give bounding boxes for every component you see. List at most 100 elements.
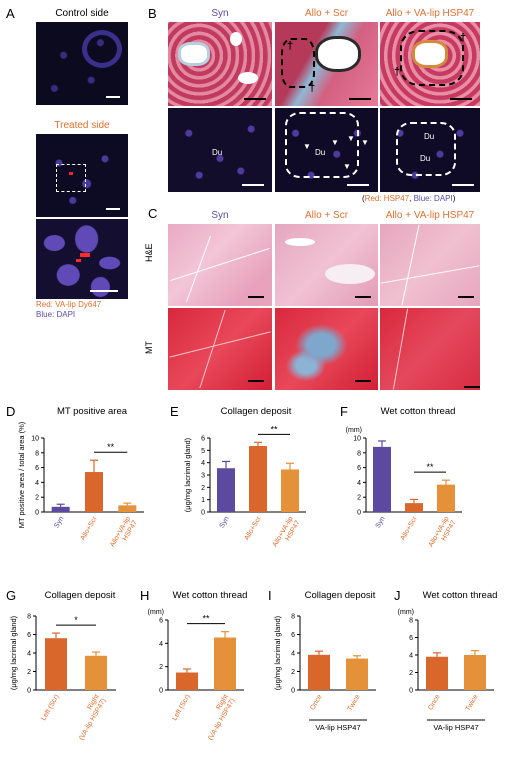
scale-bar xyxy=(248,380,264,382)
chart-title: Wet cotton thread xyxy=(423,590,498,601)
bar xyxy=(373,446,391,512)
panel-c-letter: C xyxy=(148,206,158,221)
chart-unit: (mm) xyxy=(398,609,414,616)
scale-bar xyxy=(349,98,371,100)
bar xyxy=(176,672,198,690)
x-tick-label: Allo+VA-lipHSP47 xyxy=(428,515,458,552)
y-tick-label: 10 xyxy=(353,436,361,443)
y-tick-label: 1 xyxy=(201,497,205,504)
y-tick-label: 6 xyxy=(35,465,39,472)
scale-bar xyxy=(355,296,371,298)
chart-title: Collagen deposit xyxy=(221,406,292,417)
legend-blue: Blue: DAPI xyxy=(413,194,453,203)
panel-c-syn-mt xyxy=(168,308,272,390)
bar xyxy=(214,637,236,690)
x-tick-label-line: Allo+Scr xyxy=(80,515,100,542)
y-tick-label: 6 xyxy=(201,436,205,443)
panel-c-va-mt xyxy=(380,308,480,390)
x-tick-label: Allo+VA-lipHSP47 xyxy=(109,515,139,552)
y-tick-label: 2 xyxy=(35,495,39,502)
x-tick-label-line: Left (Scr) xyxy=(171,694,191,722)
panel-a-legend-red: Red: VA-lip Dy647 xyxy=(36,300,102,309)
y-tick-label: 6 xyxy=(27,632,31,639)
y-tick-label: 0 xyxy=(357,510,361,517)
y-tick-label: 8 xyxy=(357,450,361,457)
scale-bar xyxy=(244,98,266,100)
y-tick-label: 5 xyxy=(201,448,205,455)
bar xyxy=(249,446,267,512)
bar xyxy=(85,472,103,512)
y-tick-label: 0 xyxy=(27,688,31,695)
x-tick-label: Twice xyxy=(347,693,362,712)
bar xyxy=(308,654,330,690)
panel-c-col-va: Allo + VA-lip HSP47 xyxy=(385,210,475,221)
y-tick-label: 0 xyxy=(291,688,295,695)
legend-sep: , xyxy=(409,194,414,203)
x-tick-label-line: Once xyxy=(427,693,441,711)
y-tick-label: 8 xyxy=(291,614,295,621)
panel-a-zoom-image xyxy=(36,219,128,299)
bar xyxy=(346,658,368,690)
y-tick-label: 0 xyxy=(409,688,413,695)
y-tick-label: 2 xyxy=(357,495,361,502)
x-tick-label: Syn xyxy=(219,515,231,529)
y-tick-label: 8 xyxy=(35,450,39,457)
y-axis-label: (μg/mg lacrimal gland) xyxy=(9,615,18,690)
x-tick-label: Right(VA-lip HSP47) xyxy=(200,693,236,741)
scale-bar xyxy=(464,386,480,388)
y-tick-label: 8 xyxy=(27,614,31,621)
zoom-box xyxy=(56,164,86,192)
panel-b-syn-tissue xyxy=(168,22,272,106)
panel-e-letter: E xyxy=(170,404,179,419)
panel-b-scr-fluor: Du ▼ ▼ ▼ ▼ ▼ xyxy=(275,108,378,192)
y-tick-label: 4 xyxy=(201,460,205,467)
x-tick-label-line: Allo+VA-lip xyxy=(428,515,451,548)
y-tick-label: 0 xyxy=(201,510,205,517)
panel-b-legend: (Red: HSP47, Blue: DAPI) xyxy=(362,194,455,203)
scale-bar xyxy=(106,208,120,210)
panel-a-control-title: Control side xyxy=(55,8,109,19)
panel-c-va-he xyxy=(380,224,480,306)
y-tick-label: 6 xyxy=(357,465,361,472)
bar xyxy=(464,655,486,690)
panel-a-treated-title: Treated side xyxy=(54,120,110,131)
panel-i-letter: I xyxy=(268,588,272,603)
x-tick-label-line: Allo+Scr xyxy=(244,515,264,542)
panel-c-col-scr: Allo + Scr xyxy=(304,210,349,221)
panel-c-scr-mt xyxy=(275,308,378,390)
y-tick-label: 2 xyxy=(409,670,413,677)
y-tick-label: 4 xyxy=(159,641,163,648)
panel-c-syn-he xyxy=(168,224,272,306)
x-tick-label-line: Syn xyxy=(219,515,231,529)
y-tick-label: 2 xyxy=(291,669,295,676)
significance-marker: ** xyxy=(202,614,210,624)
bar xyxy=(437,484,455,512)
scale-bar xyxy=(242,184,264,186)
x-tick-label: Allo+Scr xyxy=(244,515,264,542)
chart-unit: (mm) xyxy=(346,427,362,434)
x-tick-label: Right(VA-lip HSP47) xyxy=(71,693,107,741)
panel-d-letter: D xyxy=(6,404,16,419)
panel-b-col-va: Allo + VA-lip HSP47 xyxy=(385,8,475,19)
panel-c-scr-he xyxy=(275,224,378,306)
y-tick-label: 2 xyxy=(159,664,163,671)
significance-marker: ** xyxy=(107,442,115,452)
panel-b-va-tissue: † † xyxy=(380,22,480,106)
x-tick-label: Once xyxy=(309,693,323,711)
x-tick-label: Left (Scr) xyxy=(171,694,191,722)
y-tick-label: 4 xyxy=(35,480,39,487)
scale-bar xyxy=(450,98,472,100)
duct-label: Du xyxy=(315,148,326,157)
x-tick-label: Allo+Scr xyxy=(80,515,100,542)
x-tick-label-line: (VA-lip HSP47) xyxy=(207,698,237,742)
y-tick-label: 0 xyxy=(159,688,163,695)
x-tick-label: Once xyxy=(427,693,441,711)
x-tick-label: Allo+Scr xyxy=(400,515,420,542)
y-axis-label: (μg/mg lacrimal gland) xyxy=(183,437,192,512)
y-tick-label: 8 xyxy=(409,618,413,625)
x-tick-label-line: HSP47 xyxy=(122,519,139,542)
legend-close: ) xyxy=(452,194,456,203)
x-tick-label-line: Right xyxy=(86,693,100,711)
panel-h-letter: H xyxy=(140,588,150,603)
dagger-mark: † xyxy=(287,40,294,52)
